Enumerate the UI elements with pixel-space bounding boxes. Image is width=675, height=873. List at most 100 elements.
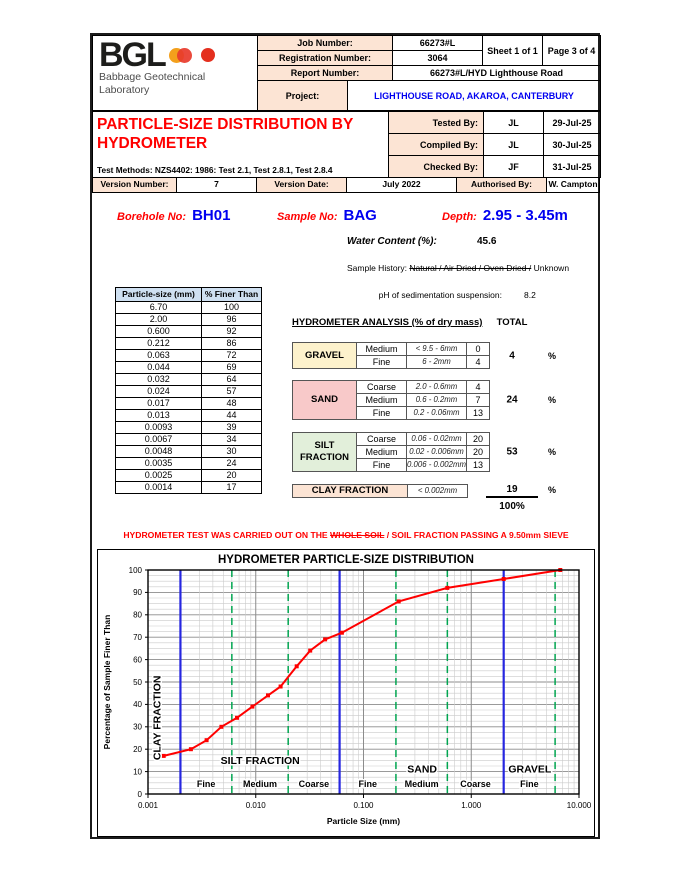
table-row: 0.0025 20 [115, 469, 262, 482]
svg-text:10.000: 10.000 [567, 801, 592, 810]
checked-by-date: 31-Jul-25 [543, 155, 601, 178]
particle-size-chart: 0 10 20 30 40 50 60 70 80 90 100 0.001 0.010 0.100 1.0… [97, 549, 595, 837]
version-row: Version Number: 7 Version Date: July 202… [92, 178, 600, 193]
fraction-table: SAND Coarse 2.0 - 0.6mm 4 Medium 0.6 - 0.2mm 7… [292, 380, 490, 420]
svg-text:Coarse: Coarse [299, 779, 330, 789]
fraction-name: SAND [292, 380, 357, 420]
table-row: 0.044 69 [115, 361, 262, 374]
table-row: 0.0035 24 [115, 457, 262, 470]
svg-text:100: 100 [129, 566, 143, 575]
sample-label: Sample No: [277, 211, 338, 223]
checked-by-label: Checked By: [388, 155, 484, 178]
clay-total: 19 [486, 484, 538, 498]
table-row: 0.212 86 [115, 337, 262, 350]
depth-label: Depth: [442, 211, 477, 223]
grand-total: 100% [499, 501, 525, 512]
svg-text:Percentage of Sample Finer Tha: Percentage of Sample Finer Than [102, 615, 112, 750]
svg-text:Fine: Fine [197, 779, 216, 789]
fraction-unit: % [548, 395, 557, 405]
sample-history: Sample History: Natural / Air Dried / Ov… [347, 263, 570, 273]
test-methods: Test Methods: NZS4402: 1986: Test 2.1, T… [97, 165, 333, 175]
sample-value: BAG [343, 207, 377, 224]
table-row: 0.0067 34 [115, 433, 262, 446]
particle-table-body: 6.70 100 2.00 96 0.600 92 0.212 86 0.063 72 0.044 6… [115, 301, 262, 494]
checked-by-initials: JF [483, 155, 544, 178]
svg-text:Medium: Medium [405, 779, 439, 789]
fraction-unit: % [548, 350, 557, 361]
fraction-total: 24 [506, 394, 518, 406]
table-row: 2.00 96 [115, 313, 262, 326]
sheet-indicator: Sheet 1 of 1 [482, 35, 544, 66]
svg-text:30: 30 [133, 723, 142, 732]
finer-than-col-header: % Finer Than [201, 287, 262, 302]
svg-text:20: 20 [133, 745, 142, 754]
report-title-cell: PARTICLE-SIZE DISTRIBUTION BY HYDROMETER… [92, 111, 389, 178]
project-value: LIGHTHOUSE ROAD, AKAROA, CANTERBURY [346, 80, 602, 111]
svg-text:0.010: 0.010 [246, 801, 267, 810]
svg-text:90: 90 [133, 588, 142, 597]
svg-text:Medium: Medium [243, 779, 277, 789]
job-number-value: 66273#L [392, 35, 484, 51]
version-date-value: July 2022 [347, 178, 457, 193]
tested-by-date: 29-Jul-25 [543, 111, 601, 134]
fraction-total: 4 [509, 350, 515, 361]
registration-number-label: Registration Number: [256, 50, 394, 66]
report-page: BGL Babbage Geotechnical Laboratory Job … [90, 33, 602, 839]
fraction-total: 53 [506, 446, 518, 458]
svg-text:70: 70 [133, 633, 142, 642]
tested-by-initials: JL [483, 111, 544, 134]
ph-value: 8.2 [524, 290, 536, 300]
header-table: BGL Babbage Geotechnical Laboratory Job … [92, 35, 602, 111]
logo-text: BGL [99, 36, 167, 74]
svg-text:60: 60 [133, 655, 142, 664]
logo-subtitle-line1: Babbage Geotechnical [99, 71, 206, 83]
title-block: PARTICLE-SIZE DISTRIBUTION BY HYDROMETER… [92, 111, 601, 178]
water-content-label: Water Content (%): [347, 236, 437, 247]
svg-text:Fine: Fine [359, 779, 378, 789]
svg-text:0.001: 0.001 [138, 801, 159, 810]
svg-text:SAND: SAND [407, 764, 437, 776]
report-number-value: 66273#L/HYD Lighthouse Road [392, 65, 602, 81]
compiled-by-date: 30-Jul-25 [543, 133, 601, 156]
svg-text:50: 50 [133, 678, 142, 687]
fraction-name: CLAY FRACTION [292, 484, 408, 498]
authorised-by-label: Authorised By: [457, 178, 547, 193]
svg-text:CLAY FRACTION: CLAY FRACTION [151, 676, 163, 761]
hydrometer-analysis-section: pH of sedimentation suspension: 8.2 HYDR… [292, 280, 600, 512]
fraction-name: GRAVEL [292, 342, 357, 369]
total-heading: TOTAL [496, 317, 528, 328]
svg-text:SILT FRACTION: SILT FRACTION [221, 755, 300, 767]
svg-text:HYDROMETER PARTICLE-SIZE DISTR: HYDROMETER PARTICLE-SIZE DISTRIBUTION [218, 554, 474, 566]
svg-text:Particle Size (mm): Particle Size (mm) [327, 816, 400, 826]
fraction-name: SILT FRACTION [292, 432, 357, 472]
svg-text:1.000: 1.000 [461, 801, 482, 810]
clay-unit: % [548, 485, 557, 495]
table-row: 0.600 92 [115, 325, 262, 338]
svg-text:10: 10 [133, 767, 142, 776]
hydrometer-note: HYDROMETER TEST WAS CARRIED OUT ON THE W… [123, 530, 569, 540]
ph-label: pH of sedimentation suspension: [378, 290, 502, 300]
fraction-table: GRAVEL Medium < 9.5 - 6mm 0 Fine 6 - 2mm 4 [292, 342, 490, 369]
borehole-label: Borehole No: [117, 211, 187, 223]
fraction-block: GRAVEL Medium < 9.5 - 6mm 0 Fine 6 - 2mm 4 4% [292, 342, 556, 369]
job-number-label: Job Number: [256, 35, 394, 51]
borehole-group: Borehole No: BH01 [117, 207, 230, 224]
chart-svg: 0 10 20 30 40 50 60 70 80 90 100 0.001 0.010 0.100 1.0… [102, 554, 592, 826]
version-date-label: Version Date: [257, 178, 347, 193]
svg-text:Fine: Fine [520, 779, 539, 789]
logo-subtitle-line2: Laboratory [99, 84, 150, 96]
registration-number-value: 3064 [392, 50, 484, 66]
water-content-value: 45.6 [477, 236, 497, 247]
fraction-block: SAND Coarse 2.0 - 0.6mm 4 Medium 0.6 - 0.2mm 7… [292, 380, 556, 420]
table-row: 0.0048 30 [115, 445, 262, 458]
depth-group: Depth: 2.95 - 3.45m [442, 207, 568, 224]
svg-text:0.100: 0.100 [353, 801, 374, 810]
authorised-by-value: W. Campton [547, 178, 600, 193]
project-label: Project: [257, 80, 348, 111]
table-row: 0.024 57 [115, 385, 262, 398]
company-logo: BGL Babbage Geotechnical Laboratory [92, 35, 258, 111]
report-number-label: Report Number: [256, 65, 394, 81]
version-number-value: 7 [177, 178, 257, 193]
svg-text:40: 40 [133, 700, 142, 709]
table-row: 6.70 100 [115, 301, 262, 314]
